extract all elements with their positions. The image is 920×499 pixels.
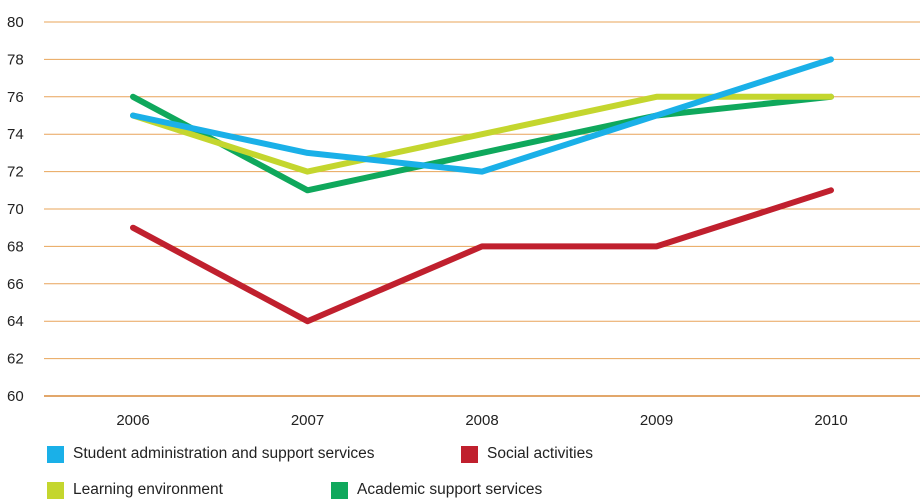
y-tick-label: 78 [7,51,24,68]
y-tick-label: 80 [7,14,24,31]
gridlines [44,21,920,397]
y-tick-label: 62 [7,351,24,368]
series-line-social-activities [130,187,834,325]
y-tick-label: 60 [7,388,24,405]
y-axis-ticks: 60 62 64 66 68 70 72 74 76 78 80 [7,14,24,405]
x-tick-label: 2008 [465,412,498,429]
x-tick-label: 2007 [291,412,324,429]
y-tick-label: 76 [7,89,24,106]
x-tick-label: 2010 [814,412,847,429]
y-tick-label: 66 [7,276,24,293]
y-tick-label: 64 [7,313,24,330]
y-tick-label: 68 [7,238,24,255]
y-tick-label: 70 [7,201,24,218]
series-lines [130,56,834,325]
x-axis-ticks: 2006 2007 2008 2009 2010 [116,412,847,429]
x-tick-label: 2006 [116,412,149,429]
series-line-student-administration-and-support-services [130,56,834,175]
y-tick-label: 74 [7,126,24,143]
x-tick-label: 2009 [640,412,673,429]
series-line-academic-support-services [130,93,834,194]
y-tick-label: 72 [7,164,24,181]
